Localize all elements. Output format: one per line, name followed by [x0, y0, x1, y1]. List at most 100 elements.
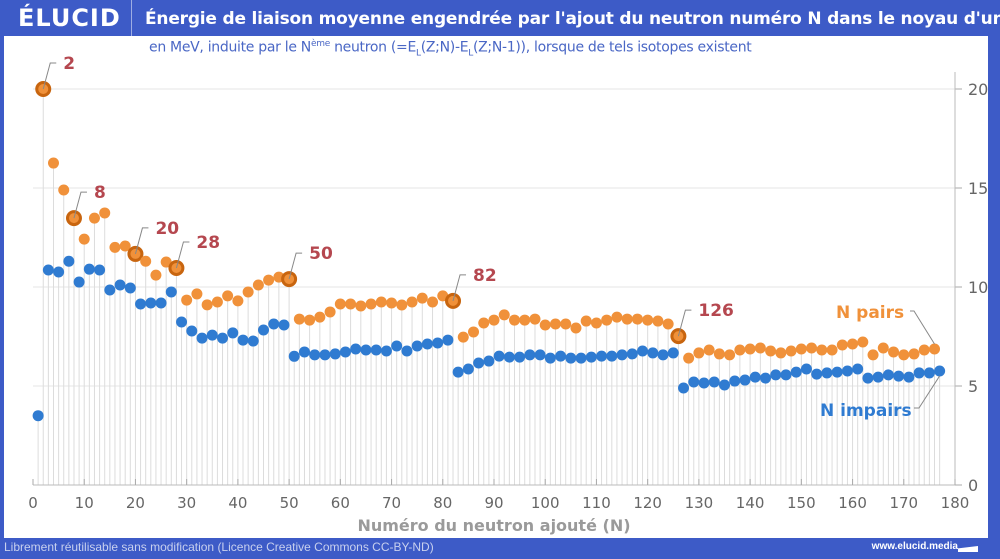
- even-point: [242, 286, 254, 298]
- odd-point: [790, 366, 802, 378]
- odd-point: [42, 264, 54, 276]
- odd-point: [934, 365, 946, 377]
- even-point: [693, 347, 705, 359]
- odd-point: [206, 329, 218, 341]
- odd-point: [544, 352, 556, 364]
- even-point: [324, 306, 336, 318]
- x-tick-label: 90: [484, 494, 503, 512]
- elucid-flag-icon: [958, 546, 978, 552]
- even-point: [427, 296, 439, 308]
- magic-number-label: 2: [63, 54, 75, 74]
- odd-point: [135, 298, 147, 310]
- odd-point: [124, 282, 136, 294]
- even-point: [590, 317, 602, 329]
- even-point: [78, 233, 90, 245]
- odd-point: [729, 375, 741, 387]
- odd-point: [882, 369, 894, 381]
- magic-leader-line: [175, 241, 190, 269]
- x-tick-label: 140: [736, 494, 765, 512]
- odd-point: [32, 410, 44, 422]
- even-point: [888, 346, 900, 358]
- odd-point: [841, 365, 853, 377]
- odd-point: [114, 279, 126, 291]
- even-point: [847, 338, 859, 350]
- even-point: [47, 157, 59, 169]
- odd-point: [862, 372, 874, 384]
- even-point: [662, 318, 674, 330]
- site-link[interactable]: www.elucid.media: [871, 541, 958, 552]
- even-point: [160, 256, 172, 268]
- odd-point: [596, 350, 608, 362]
- odd-point: [893, 370, 905, 382]
- even-point: [929, 343, 941, 355]
- x-tick-label: 160: [838, 494, 867, 512]
- even-point: [611, 311, 623, 323]
- odd-point: [442, 334, 454, 346]
- magic-number-label: 50: [309, 244, 333, 264]
- even-point: [806, 342, 818, 354]
- y-tick-label: 5: [968, 377, 978, 396]
- even-point: [191, 288, 203, 300]
- odd-point: [247, 335, 259, 347]
- x-tick-label: 120: [633, 494, 662, 512]
- even-point: [140, 255, 152, 267]
- even-point: [775, 347, 787, 359]
- even-point: [908, 348, 920, 360]
- even-point: [826, 344, 838, 356]
- x-tick-label: 70: [382, 494, 401, 512]
- even-point: [99, 207, 111, 219]
- odd-point: [186, 325, 198, 337]
- odd-point: [647, 347, 659, 359]
- x-tick-label: 20: [126, 494, 145, 512]
- subtitle-text: (Z;N)-E: [420, 39, 469, 56]
- odd-point: [678, 382, 690, 394]
- x-tick-label: 30: [177, 494, 196, 512]
- legend-odd-leader: [914, 375, 941, 409]
- odd-point: [176, 316, 188, 328]
- even-point: [314, 311, 326, 323]
- even-point: [119, 240, 131, 252]
- odd-point: [63, 255, 75, 267]
- y-tick-label: 10: [968, 278, 988, 297]
- even-point: [765, 345, 777, 357]
- x-axis-label: Numéro du neutron ajouté (N): [357, 516, 630, 535]
- y-tick-label: 20: [968, 80, 988, 99]
- x-tick-label: 100: [531, 494, 560, 512]
- odd-point: [913, 367, 925, 379]
- x-tick-label: 80: [433, 494, 452, 512]
- even-point: [918, 344, 930, 356]
- odd-point: [298, 346, 310, 358]
- even-point: [642, 314, 654, 326]
- even-point: [795, 343, 807, 355]
- magic-leader-line: [452, 274, 467, 301]
- even-point: [345, 298, 357, 310]
- subtitle-sub: L: [416, 48, 421, 59]
- even-point: [754, 342, 766, 354]
- even-point: [529, 313, 541, 325]
- odd-point: [872, 371, 884, 383]
- subtitle-sup: ème: [310, 39, 330, 49]
- magic-leader-line: [288, 252, 303, 280]
- even-point: [580, 315, 592, 327]
- subtitle-text: neutron (=E: [329, 39, 417, 56]
- subtitle-text: en MeV, induite par le N: [149, 39, 311, 56]
- magic-point: [127, 245, 144, 262]
- even-point: [785, 345, 797, 357]
- even-point: [222, 290, 234, 302]
- even-point: [406, 296, 418, 308]
- x-tick-label: 40: [228, 494, 247, 512]
- y-tick-label: 0: [968, 476, 978, 495]
- even-point: [252, 279, 264, 291]
- odd-point: [360, 344, 372, 356]
- odd-point: [637, 345, 649, 357]
- odd-point: [145, 297, 157, 309]
- even-point: [457, 331, 469, 343]
- odd-point: [401, 345, 413, 357]
- x-tick-label: 170: [889, 494, 918, 512]
- odd-point: [831, 366, 843, 378]
- odd-point: [616, 349, 628, 361]
- odd-point: [770, 369, 782, 381]
- even-point: [724, 349, 736, 361]
- even-point: [232, 295, 244, 307]
- odd-point: [411, 340, 423, 352]
